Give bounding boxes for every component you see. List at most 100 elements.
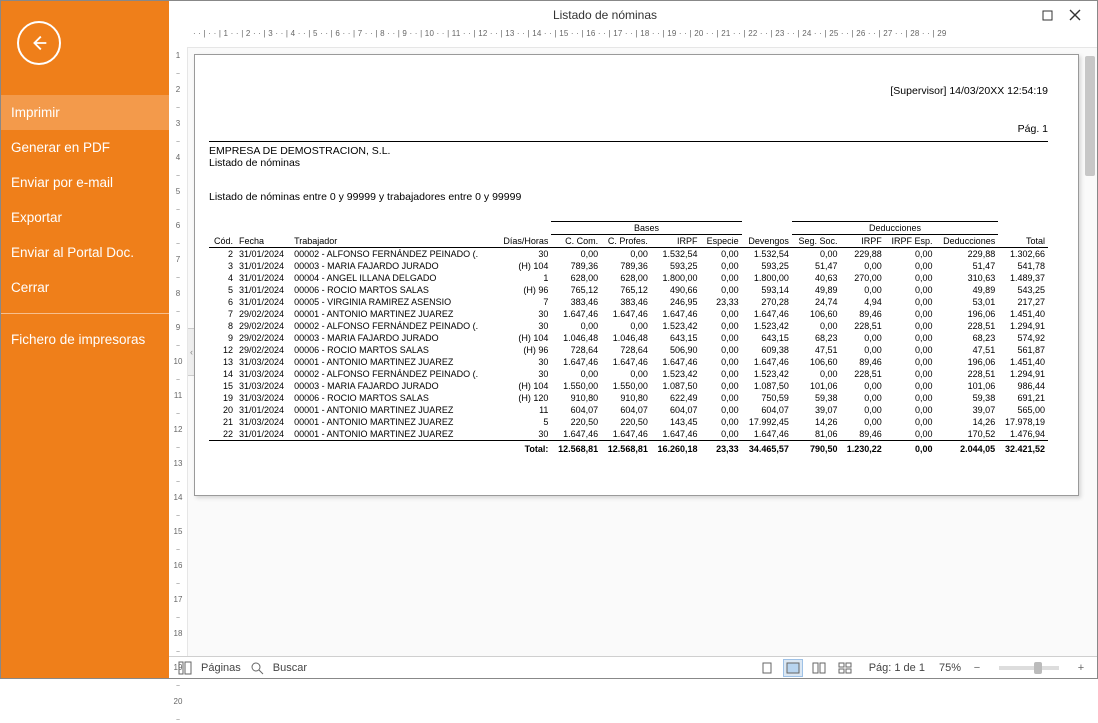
maximize-icon [1042, 10, 1053, 21]
zoom-slider[interactable] [999, 666, 1059, 670]
column-header: Días/Horas [496, 235, 551, 248]
maximize-button[interactable] [1033, 3, 1061, 27]
menu-item[interactable]: Fichero de impresoras [1, 322, 169, 357]
back-button[interactable] [17, 21, 61, 65]
menu-item[interactable]: Enviar al Portal Doc. [1, 235, 169, 270]
table-row: 1531/03/202400003 - MARIA FAJARDO JURADO… [209, 380, 1048, 392]
page-number: Pág. 1 [1018, 123, 1048, 135]
zoom-knob[interactable] [1034, 662, 1042, 674]
view-grid-icon [838, 662, 852, 674]
column-header: Fecha [236, 235, 291, 248]
pages-label: Páginas [201, 662, 241, 674]
zoom-in-button[interactable]: + [1071, 659, 1091, 677]
menu-item[interactable]: Generar en PDF [1, 130, 169, 165]
report-table: Bases Deducciones Cód.FechaTrabajadorDía… [209, 221, 1048, 455]
table-row: 1931/03/202400006 - ROCIO MARTOS SALAS(H… [209, 392, 1048, 404]
column-header: C. Com. [551, 235, 601, 248]
menu-item[interactable]: Exportar [1, 200, 169, 235]
column-header-row: Cód.FechaTrabajadorDías/HorasC. Com.C. P… [209, 235, 1048, 248]
view-fit-icon [786, 662, 800, 674]
report-table-wrap: Bases Deducciones Cód.FechaTrabajadorDía… [209, 221, 1048, 455]
table-row: 1229/02/202400006 - ROCIO MARTOS SALAS(H… [209, 344, 1048, 356]
total-label: Total: [496, 441, 551, 456]
column-header: Seg. Soc. [792, 235, 841, 248]
main-area: Listado de nóminas · · | · · | 1 · · | 2… [169, 1, 1097, 678]
total-value: 2.044,05 [936, 441, 999, 456]
total-value: 0,00 [885, 441, 936, 456]
search-button[interactable] [247, 659, 267, 677]
report-meta: [Supervisor] 14/03/20XX 12:54:19 [890, 85, 1048, 97]
company-name: EMPRESA DE DEMOSTRACION, S.L. [209, 145, 1048, 157]
view-single-button[interactable] [757, 659, 777, 677]
view-fit-button[interactable] [783, 659, 803, 677]
totals-row: Total:12.568,8112.568,8116.260,1823,3334… [209, 441, 1048, 456]
statusbar: Páginas Buscar Pág: 1 de 1 75% − + [169, 656, 1097, 678]
menu-item[interactable]: Imprimir [1, 95, 169, 130]
total-value: 1.230,22 [840, 441, 884, 456]
close-icon [1069, 9, 1081, 21]
table-row: 929/02/202400003 - MARIA FAJARDO JURADO(… [209, 332, 1048, 344]
table-row: 1431/03/202400002 - ALFONSO FERNÁNDEZ PE… [209, 368, 1048, 380]
divider [209, 141, 1048, 142]
table-row: 631/01/202400005 - VIRGINIA RAMIREZ ASEN… [209, 296, 1048, 308]
report-subtitle: Listado de nóminas [209, 157, 1048, 169]
close-button[interactable] [1061, 3, 1089, 27]
table-row: 729/02/202400001 - ANTONIO MARTINEZ JUAR… [209, 308, 1048, 320]
pages-panel-button[interactable] [175, 659, 195, 677]
search-label: Buscar [273, 662, 307, 674]
pages-icon [178, 661, 192, 675]
page-indicator: Pág: 1 de 1 [869, 662, 925, 674]
column-header: C. Profes. [601, 235, 651, 248]
table-row: 331/01/202400003 - MARIA FAJARDO JURADO(… [209, 260, 1048, 272]
menu-item[interactable]: Enviar por e-mail [1, 165, 169, 200]
ruler-horizontal: · · | · · | 1 · · | 2 · · | 3 · · | 4 · … [169, 29, 1097, 47]
scrollbar-thumb[interactable] [1085, 56, 1095, 176]
view-single-icon [760, 662, 774, 674]
total-value: 790,50 [792, 441, 841, 456]
table-row: 2131/03/202400001 - ANTONIO MARTINEZ JUA… [209, 416, 1048, 428]
arrow-left-icon [28, 32, 50, 54]
report-page: [Supervisor] 14/03/20XX 12:54:19 EMPRESA… [194, 54, 1079, 496]
preview-viewport[interactable]: ‹ [Supervisor] 14/03/20XX 12:54:19 EMPRE… [187, 47, 1097, 656]
search-icon [250, 661, 264, 675]
total-value: 12.568,81 [601, 441, 651, 456]
column-header: IRPF [840, 235, 884, 248]
zoom-out-button[interactable]: − [967, 659, 987, 677]
column-header: Total [998, 235, 1048, 248]
total-value: 34.465,57 [742, 441, 792, 456]
menu-item[interactable]: Cerrar [1, 270, 169, 305]
column-header: Especie [701, 235, 742, 248]
sidebar: ImprimirGenerar en PDFEnviar por e-mailE… [1, 1, 169, 678]
table-row: 431/01/202400004 - ANGEL ILLANA DELGADO1… [209, 272, 1048, 284]
zoom-value: 75% [939, 662, 961, 674]
total-value: 16.260,18 [651, 441, 701, 456]
view-grid-button[interactable] [835, 659, 855, 677]
total-value: 12.568,81 [551, 441, 601, 456]
column-group-row: Bases Deducciones [209, 222, 1048, 235]
report-filter: Listado de nóminas entre 0 y 99999 y tra… [209, 191, 1048, 203]
app-root: ImprimirGenerar en PDFEnviar por e-mailE… [1, 1, 1097, 678]
titlebar: Listado de nóminas [169, 1, 1097, 29]
total-value: 23,33 [701, 441, 742, 456]
column-header: IRPF Esp. [885, 235, 936, 248]
column-header: Devengos [742, 235, 792, 248]
scrollbar-vertical[interactable] [1083, 50, 1095, 638]
group-bases: Bases [551, 222, 741, 235]
total-value: 32.421,52 [998, 441, 1048, 456]
table-row: 531/01/202400006 - ROCIO MARTOS SALAS(H)… [209, 284, 1048, 296]
table-row: 2231/01/202400001 - ANTONIO MARTINEZ JUA… [209, 428, 1048, 441]
group-deducciones: Deducciones [792, 222, 998, 235]
table-row: 829/02/202400002 - ALFONSO FERNÁNDEZ PEI… [209, 320, 1048, 332]
column-header: IRPF [651, 235, 701, 248]
table-row: 2031/01/202400001 - ANTONIO MARTINEZ JUA… [209, 404, 1048, 416]
column-header: Trabajador [291, 235, 496, 248]
view-two-icon [812, 662, 826, 674]
column-header: Cód. [209, 235, 236, 248]
window-title: Listado de nóminas [177, 8, 1033, 22]
table-row: 1331/03/202400001 - ANTONIO MARTINEZ JUA… [209, 356, 1048, 368]
menu-separator [1, 313, 169, 314]
view-two-button[interactable] [809, 659, 829, 677]
ruler-vertical: 1–2–3–4–5–6–7–8–9–10–11–12–13–14–15–16–1… [169, 47, 187, 656]
column-header: Deducciones [936, 235, 999, 248]
table-row: 231/01/202400002 - ALFONSO FERNÁNDEZ PEI… [209, 248, 1048, 261]
